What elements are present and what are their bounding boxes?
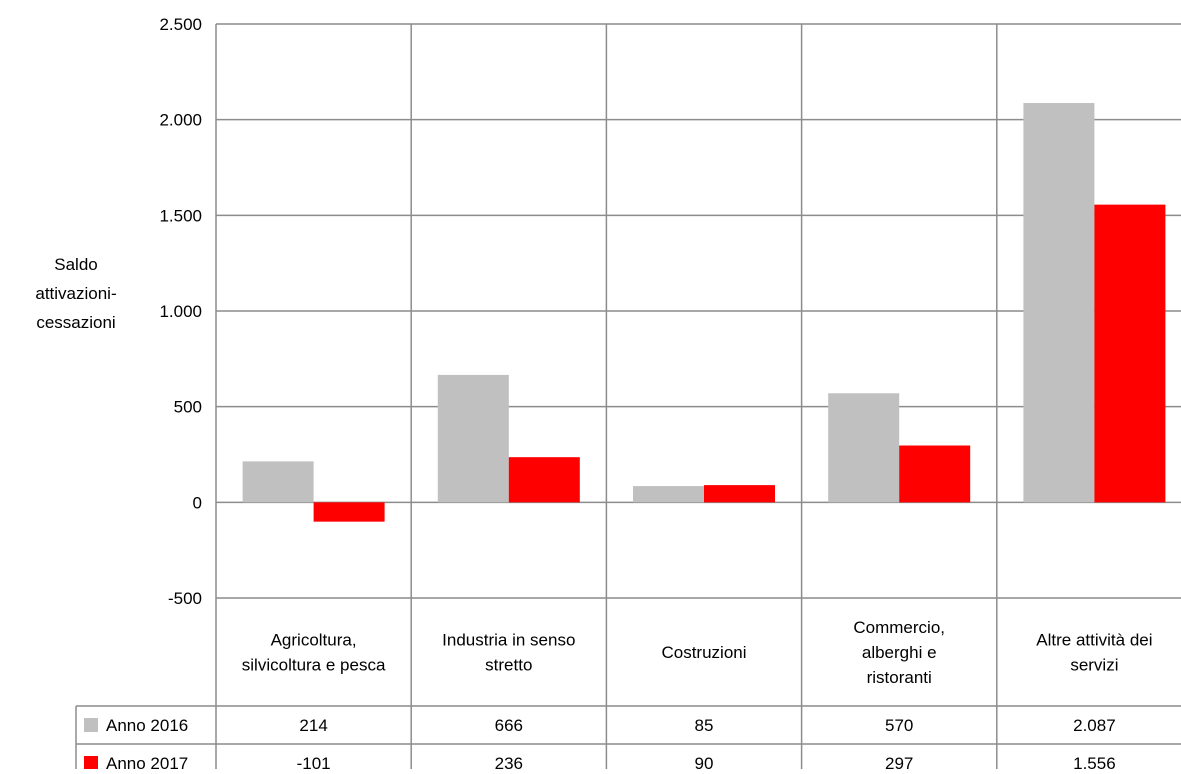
y-tick-label: 500 xyxy=(174,398,202,417)
data-label: 570 xyxy=(885,716,913,735)
category-label: Commercio, xyxy=(853,618,945,637)
data-label: 236 xyxy=(495,754,523,769)
bar xyxy=(242,461,314,503)
legend-label: Anno 2016 xyxy=(106,716,188,735)
bar xyxy=(508,457,580,503)
bar xyxy=(828,393,900,503)
bar xyxy=(704,485,775,503)
category-label: alberghi e xyxy=(862,643,937,662)
category-label: Costruzioni xyxy=(661,643,746,662)
bar xyxy=(313,502,385,522)
category-label: Altre attività dei xyxy=(1036,631,1152,650)
y-tick-label: 0 xyxy=(193,493,202,512)
category-label: Industria in senso xyxy=(442,631,575,650)
y-tick-label: 2.500 xyxy=(159,15,202,34)
data-label: 85 xyxy=(695,716,714,735)
y-axis-label: Saldo xyxy=(54,255,97,274)
y-tick-label: 1.000 xyxy=(159,302,202,321)
data-label: 297 xyxy=(885,754,913,769)
y-tick-label: 2.000 xyxy=(159,111,202,130)
y-tick-label: 1.500 xyxy=(159,206,202,225)
legend-label: Anno 2017 xyxy=(106,754,188,769)
legend-key xyxy=(84,718,98,732)
bar xyxy=(1023,103,1095,503)
data-label: 666 xyxy=(495,716,523,735)
category-label: silvicoltura e pesca xyxy=(242,656,386,675)
bar xyxy=(437,374,509,503)
bar xyxy=(633,486,704,503)
y-axis-label: cessazioni xyxy=(36,313,115,332)
data-label: 1.556 xyxy=(1073,754,1116,769)
category-label: stretto xyxy=(485,656,532,675)
data-label: -101 xyxy=(297,754,331,769)
data-label: 2.087 xyxy=(1073,716,1116,735)
bar xyxy=(899,445,971,503)
y-tick-label: -500 xyxy=(168,589,202,608)
category-label: ristoranti xyxy=(867,668,932,687)
bar xyxy=(1094,204,1166,503)
legend-key xyxy=(84,756,98,770)
data-label: 214 xyxy=(299,716,327,735)
y-axis-label: attivazioni- xyxy=(35,284,116,303)
category-label: Agricoltura, xyxy=(271,631,357,650)
data-label: 90 xyxy=(695,754,714,769)
category-label: servizi xyxy=(1070,656,1118,675)
